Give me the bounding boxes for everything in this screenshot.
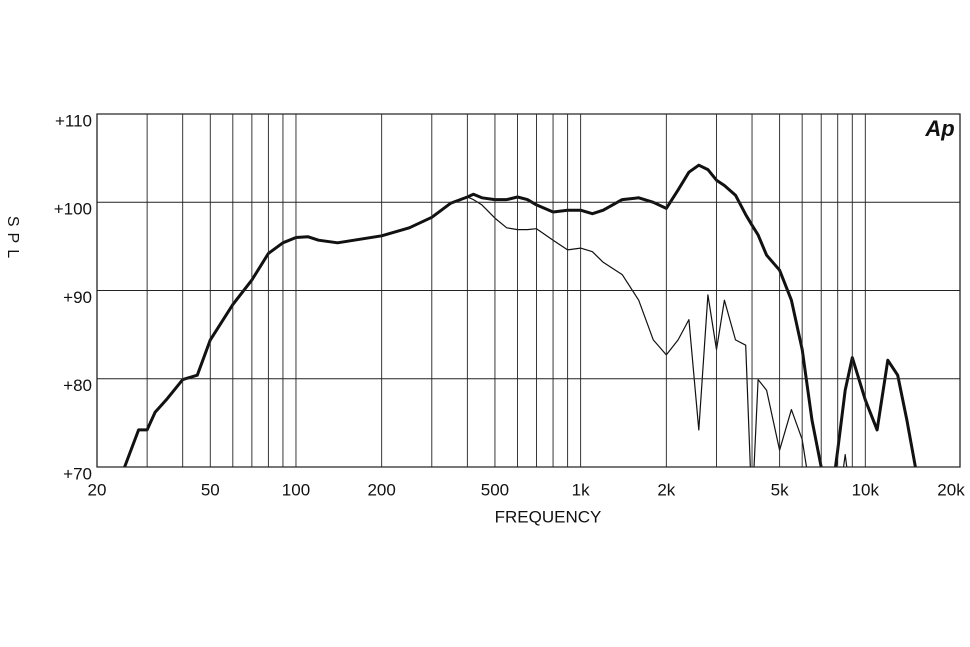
- y-tick-label: +70: [63, 464, 92, 483]
- y-tick-label: +80: [63, 376, 92, 395]
- x-tick-label: 5k: [771, 480, 789, 499]
- x-tick-label: 10k: [852, 480, 880, 499]
- curves: [123, 163, 917, 467]
- series-line: [467, 196, 848, 467]
- y-tick-label: +100: [54, 200, 92, 219]
- y-axis-label: SPL: [4, 216, 21, 264]
- logo: Ap: [924, 116, 954, 141]
- y-tick-label: +110: [55, 111, 92, 130]
- x-tick-label: 20k: [937, 480, 965, 499]
- x-axis-label: FREQUENCY: [495, 507, 602, 526]
- x-tick-label: 1k: [572, 480, 590, 499]
- x-tick-label: 200: [367, 480, 395, 499]
- x-tick-label: 50: [201, 480, 220, 499]
- x-tick-label: 100: [282, 480, 310, 499]
- x-tick-label: 20: [88, 480, 107, 499]
- x-tick-label: 500: [481, 480, 509, 499]
- y-tick-label: +90: [63, 288, 92, 307]
- series-line: [123, 163, 917, 467]
- x-tick-label: 2k: [657, 480, 675, 499]
